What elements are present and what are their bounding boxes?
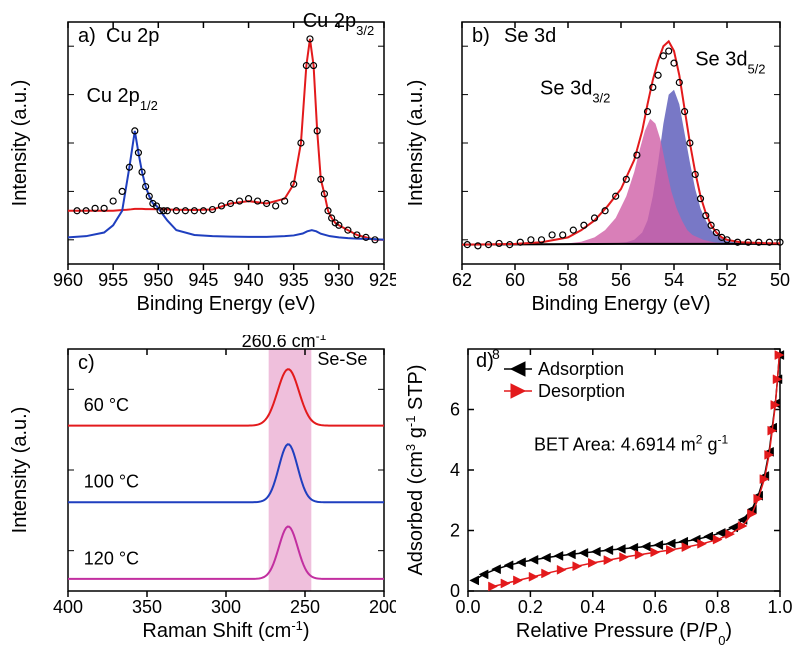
svg-text:Se 3d5/2: Se 3d5/2: [695, 49, 765, 76]
svg-text:Adsorbed (cm3 g-1 STP): Adsorbed (cm3 g-1 STP): [404, 364, 427, 575]
svg-text:a): a): [78, 25, 96, 47]
svg-text:Se-Se: Se-Se: [317, 349, 367, 369]
svg-text:Adsorption: Adsorption: [538, 359, 624, 379]
svg-text:60: 60: [505, 270, 525, 290]
svg-text:0.4: 0.4: [580, 597, 605, 617]
svg-text:6: 6: [450, 399, 460, 419]
svg-text:Intensity (a.u.): Intensity (a.u.): [9, 406, 31, 533]
svg-text:400: 400: [53, 597, 83, 617]
svg-text:Binding Energy (eV): Binding Energy (eV): [137, 293, 316, 315]
svg-text:Relative Pressure (P/P0): Relative Pressure (P/P0): [516, 620, 732, 648]
svg-text:Raman Shift (cm-1): Raman Shift (cm-1): [142, 617, 309, 642]
svg-text:56: 56: [611, 270, 631, 290]
svg-text:62: 62: [452, 270, 472, 290]
svg-text:0: 0: [450, 581, 460, 601]
svg-text:350: 350: [132, 597, 162, 617]
panel-a: 960 955 950 945 940 935 930 925 Binding Energy (…: [8, 8, 396, 327]
svg-text:960: 960: [53, 270, 83, 290]
panel-b: 62 60 58 56 54 52 50 Binding Energy (eV) Intensi…: [404, 8, 792, 327]
svg-text:1.0: 1.0: [767, 597, 792, 617]
svg-text:945: 945: [188, 270, 218, 290]
svg-text:58: 58: [558, 270, 578, 290]
svg-text:2: 2: [450, 520, 460, 540]
svg-text:c): c): [78, 352, 95, 374]
svg-text:0.2: 0.2: [518, 597, 543, 617]
svg-text:Cu 2p3/2: Cu 2p3/2: [303, 10, 374, 38]
svg-text:BET Area: 4.6914 m2 g-1: BET Area: 4.6914 m2 g-1: [534, 432, 728, 454]
svg-text:Se 3d3/2: Se 3d3/2: [540, 78, 610, 106]
svg-text:120 °C: 120 °C: [84, 548, 139, 568]
svg-text:950: 950: [143, 270, 173, 290]
svg-text:Cu 2p1/2: Cu 2p1/2: [86, 85, 157, 113]
svg-text:52: 52: [717, 270, 737, 290]
svg-text:54: 54: [664, 270, 684, 290]
svg-text:200: 200: [369, 597, 396, 617]
svg-text:60 °C: 60 °C: [84, 395, 129, 415]
svg-text:Desorption: Desorption: [538, 381, 625, 401]
svg-text:935: 935: [279, 270, 309, 290]
svg-text:Cu 2p: Cu 2p: [106, 25, 159, 47]
svg-text:Intensity (a.u.): Intensity (a.u.): [9, 80, 31, 207]
svg-text:Se 3d: Se 3d: [504, 25, 556, 47]
svg-text:300: 300: [211, 597, 241, 617]
svg-text:Binding Energy (eV): Binding Energy (eV): [532, 293, 711, 315]
svg-text:930: 930: [324, 270, 354, 290]
svg-text:4: 4: [450, 460, 460, 480]
svg-text:260.6 cm-1: 260.6 cm-1: [242, 335, 327, 351]
panel-d: 0.00.20.40.60.81.00246Relative Pressure …: [404, 335, 792, 654]
svg-text:Intensity (a.u.): Intensity (a.u.): [405, 80, 427, 207]
svg-text:925: 925: [369, 270, 396, 290]
panel-c: 400 350 300 250 200 Raman Shift (cm-1) Intensi…: [8, 335, 396, 654]
svg-text:250: 250: [290, 597, 320, 617]
svg-text:50: 50: [770, 270, 790, 290]
svg-text:955: 955: [98, 270, 128, 290]
svg-text:b): b): [472, 25, 490, 47]
svg-text:8: 8: [492, 346, 500, 362]
svg-text:940: 940: [234, 270, 264, 290]
svg-text:0.8: 0.8: [705, 597, 730, 617]
svg-text:0.6: 0.6: [643, 597, 668, 617]
svg-text:100 °C: 100 °C: [84, 471, 139, 491]
